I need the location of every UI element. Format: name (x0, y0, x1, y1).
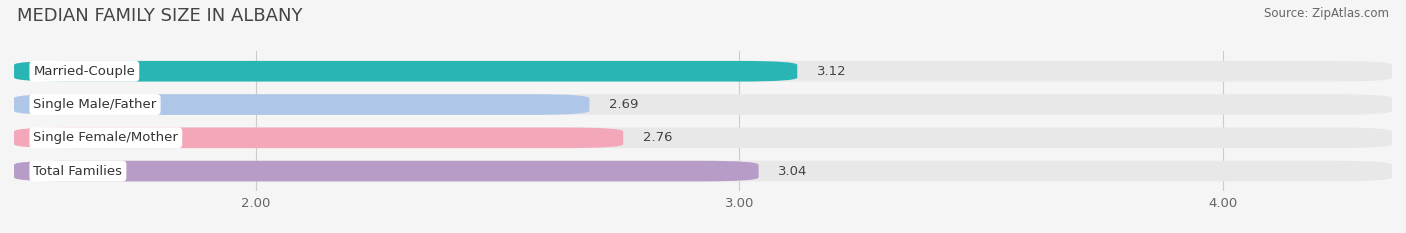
Text: 3.04: 3.04 (778, 164, 807, 178)
FancyBboxPatch shape (14, 161, 1392, 182)
FancyBboxPatch shape (14, 61, 797, 82)
FancyBboxPatch shape (14, 127, 623, 148)
Text: 2.69: 2.69 (609, 98, 638, 111)
FancyBboxPatch shape (14, 127, 1392, 148)
FancyBboxPatch shape (14, 161, 759, 182)
FancyBboxPatch shape (14, 94, 1392, 115)
Text: Total Families: Total Families (34, 164, 122, 178)
Text: Married-Couple: Married-Couple (34, 65, 135, 78)
Text: Source: ZipAtlas.com: Source: ZipAtlas.com (1264, 7, 1389, 20)
Text: MEDIAN FAMILY SIZE IN ALBANY: MEDIAN FAMILY SIZE IN ALBANY (17, 7, 302, 25)
FancyBboxPatch shape (14, 61, 1392, 82)
Text: Single Male/Father: Single Male/Father (34, 98, 156, 111)
Text: 2.76: 2.76 (643, 131, 672, 144)
Text: 3.12: 3.12 (817, 65, 846, 78)
Text: Single Female/Mother: Single Female/Mother (34, 131, 179, 144)
FancyBboxPatch shape (14, 94, 589, 115)
